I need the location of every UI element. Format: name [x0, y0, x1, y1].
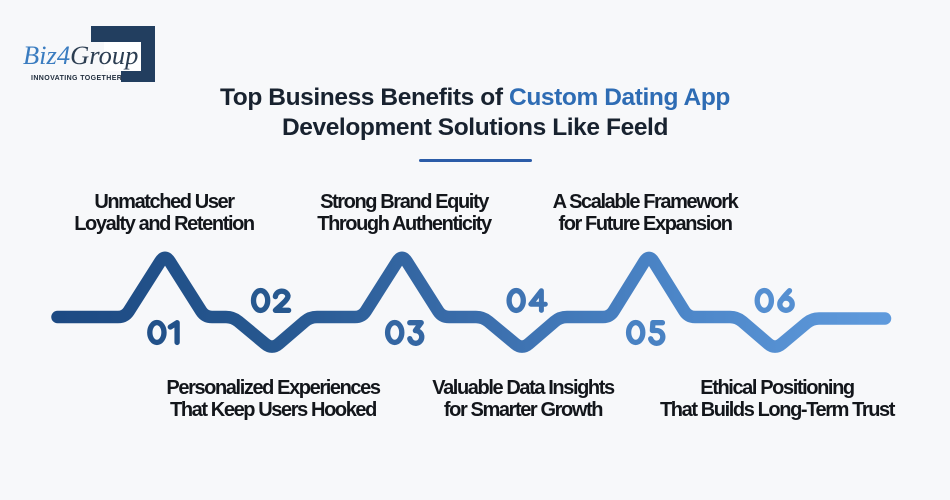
svg-text:INNOVATING TOGETHER: INNOVATING TOGETHER	[31, 75, 122, 82]
svg-text:Biz4Group: Biz4Group	[23, 40, 138, 70]
